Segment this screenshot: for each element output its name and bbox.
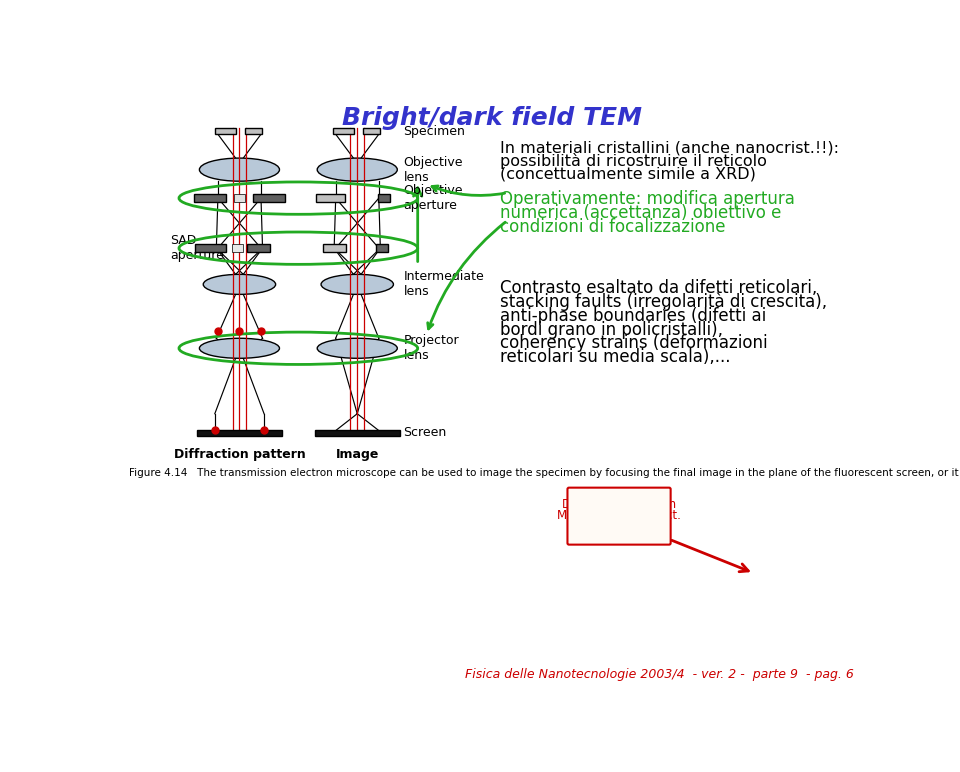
Bar [197, 430, 282, 436]
Bar [332, 128, 354, 134]
Text: Bright/dark field TEM: Bright/dark field TEM [342, 106, 642, 130]
Text: reticolari su media scala),...: reticolari su media scala),... [500, 348, 731, 366]
Text: condizioni di focalizzazione: condizioni di focalizzazione [500, 218, 725, 236]
Bar [195, 244, 226, 252]
Text: bordi grano in policristalli),: bordi grano in policristalli), [500, 320, 723, 339]
Text: In materiali cristallini (anche nanocrist.!!):: In materiali cristallini (anche nanocris… [500, 141, 839, 155]
Text: stacking faults (irregolarità di crescita),: stacking faults (irregolarità di crescit… [500, 293, 827, 311]
Text: Screen: Screen [403, 426, 446, 439]
Text: Wiley (1999): Wiley (1999) [582, 531, 657, 543]
Bar [245, 128, 262, 134]
Text: anti-phase boundaries (difetti ai: anti-phase boundaries (difetti ai [500, 306, 766, 325]
Text: Specimen: Specimen [403, 124, 466, 137]
Ellipse shape [317, 158, 397, 181]
Bar [252, 194, 285, 202]
Text: of Materials: of Materials [585, 520, 654, 533]
Bar [194, 194, 227, 202]
Bar [363, 128, 379, 134]
Bar [315, 430, 399, 436]
Text: (concettualmente simile a XRD): (concettualmente simile a XRD) [500, 167, 756, 181]
Ellipse shape [317, 338, 397, 358]
Text: Da Brandon Kaplan: Da Brandon Kaplan [562, 499, 676, 511]
Bar [231, 244, 243, 252]
Text: Operativamente: modifica apertura: Operativamente: modifica apertura [500, 191, 795, 208]
Text: Intermediate
lens: Intermediate lens [403, 270, 484, 298]
Text: Contrasto esaltato da difetti reticolari,: Contrasto esaltato da difetti reticolari… [500, 279, 817, 297]
Ellipse shape [200, 158, 279, 181]
Text: coherency strains (deformazioni: coherency strains (deformazioni [500, 334, 767, 353]
Bar [375, 244, 388, 252]
Bar [316, 194, 345, 202]
Ellipse shape [204, 274, 276, 294]
Bar [215, 128, 236, 134]
Text: Projector
lens: Projector lens [403, 334, 459, 362]
Text: possibilità di ricostruire il reticolo: possibilità di ricostruire il reticolo [500, 154, 767, 170]
Bar [378, 194, 391, 202]
Text: numerica (accettanza) obiettivo e: numerica (accettanza) obiettivo e [500, 205, 781, 222]
Text: SAD
aperture: SAD aperture [170, 234, 224, 262]
Text: Diffraction pattern: Diffraction pattern [174, 449, 305, 462]
Ellipse shape [200, 338, 279, 358]
Text: Image: Image [336, 449, 379, 462]
Bar [234, 194, 245, 202]
Text: Fisica delle Nanotecnologie 2003/4  - ver. 2 -  parte 9  - pag. 6: Fisica delle Nanotecnologie 2003/4 - ver… [465, 668, 853, 681]
Bar [247, 244, 271, 252]
Text: Figure 4.14   The transmission electron microscope can be used to image the spec: Figure 4.14 The transmission electron mi… [129, 468, 960, 478]
Text: Microstruct. Charact.: Microstruct. Charact. [557, 510, 681, 522]
Text: Objective
aperture: Objective aperture [403, 185, 463, 212]
Bar [323, 244, 346, 252]
Text: Objective
lens: Objective lens [403, 156, 463, 184]
FancyBboxPatch shape [567, 488, 671, 544]
Ellipse shape [321, 274, 394, 294]
